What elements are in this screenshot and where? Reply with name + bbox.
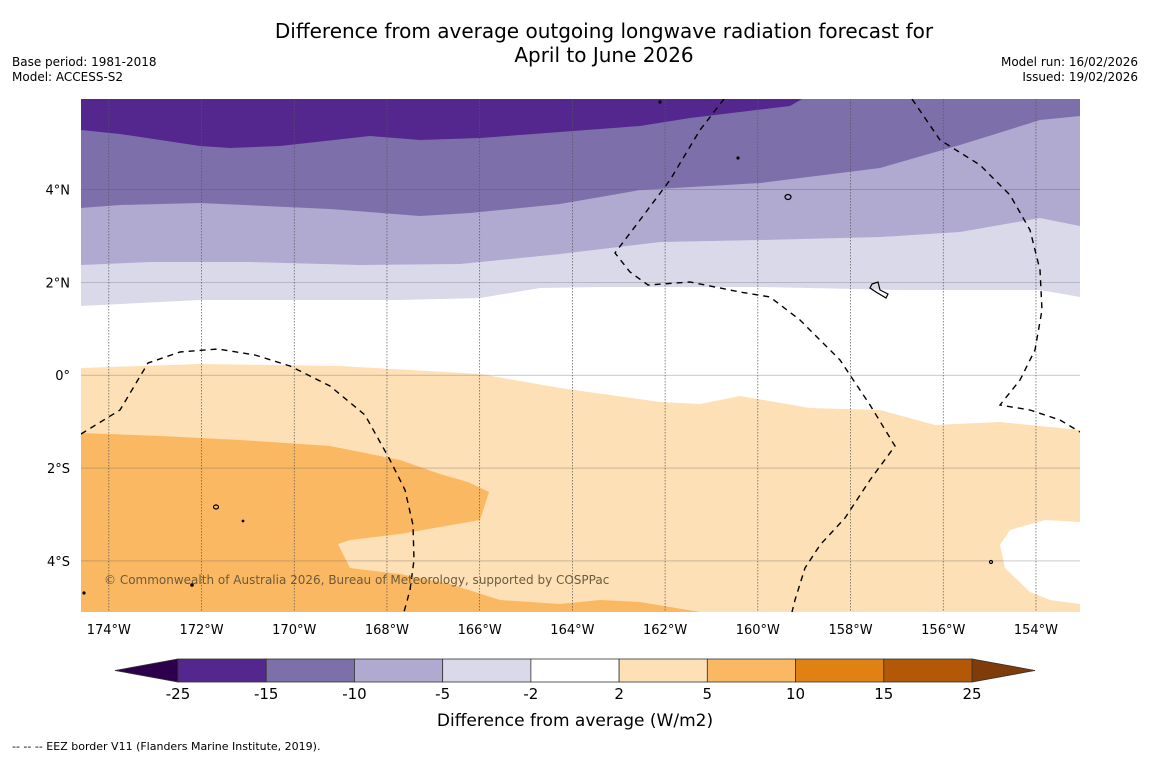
colorbar-swatch (795, 658, 885, 683)
colorbar-tick-label: 2 (614, 685, 624, 703)
colorbar-swatch (442, 658, 532, 683)
colorbar-swatch (618, 658, 708, 683)
island (784, 193, 792, 201)
colorbar-tick-label: -2 (523, 685, 538, 703)
island (212, 504, 220, 510)
eez-borders (81, 99, 1080, 612)
base-period: Base period: 1981-2018 (12, 55, 157, 69)
lon-tick-label: 166°W (458, 623, 502, 638)
lat-tick-label: 4°N (46, 184, 71, 199)
map-area: © Commonwealth of Australia 2026, Bureau… (81, 99, 1080, 612)
issued-date: Issued: 19/02/2026 (1022, 70, 1138, 84)
axis-labels: 174°W 172°W 170°W 168°W 166°W 164°W 162°W 160°W… (46, 184, 1059, 638)
eez-border-central (614, 99, 896, 612)
lon-tick-label: 170°W (272, 623, 316, 638)
region-minus25-to-minus15 (81, 99, 802, 148)
island (190, 583, 194, 587)
colorbar-tick-label: -10 (342, 685, 367, 703)
lon-tick-label: 172°W (179, 623, 223, 638)
colorbar-title: Difference from average (W/m2) (437, 711, 713, 731)
eez-footnote: -- -- -- EEZ border V11 (Flanders Marine… (12, 740, 321, 753)
colorbar-swatch (883, 658, 973, 683)
title-line-2: April to June 2026 (514, 43, 694, 67)
colorbar-tick-label: -25 (166, 685, 191, 703)
colorbar-swatch (530, 658, 620, 683)
region-neutral-east (1000, 520, 1080, 604)
colorbar-tick-label: -5 (435, 685, 450, 703)
colorbar-swatch (265, 658, 355, 683)
lon-tick-label: 164°W (550, 623, 594, 638)
colorbar-under-arrow (114, 658, 179, 683)
island (82, 591, 86, 595)
copyright-notice: © Commonwealth of Australia 2026, Bureau… (104, 573, 609, 587)
base-info: Base period: 1981-2018 Model: ACCESS-S2 (12, 55, 157, 85)
lon-tick-label: 162°W (643, 623, 687, 638)
colorbar-tick-label: 10 (786, 685, 805, 703)
lat-tick-label: 4°S (47, 555, 70, 570)
run-info: Model run: 16/02/2026 Issued: 19/02/2026 (1001, 55, 1138, 85)
lat-tick-label: 2°S (47, 462, 70, 477)
lon-tick-label: 156°W (921, 623, 965, 638)
colorbar-swatch (706, 658, 796, 683)
graticule (81, 99, 1080, 612)
eez-border-west (81, 348, 415, 612)
model-run: Model run: 16/02/2026 (1000, 55, 1138, 69)
island-kiritimati (869, 281, 889, 299)
title-line-1: Difference from average outgoing longwav… (274, 19, 934, 43)
region-5-to-10 (81, 433, 700, 612)
lat-tick-label: 2°N (46, 276, 71, 291)
colorbar-swatch (354, 658, 444, 683)
colorbar-swatch (177, 658, 267, 683)
colorbar-tick-label: 25 (962, 685, 981, 703)
lon-tick-label: 158°W (828, 623, 872, 638)
lat-tick-label: 0° (55, 369, 70, 384)
colorbar-tick-label: 5 (703, 685, 713, 703)
colorbar-tick-label: -15 (254, 685, 279, 703)
island (736, 156, 740, 160)
lon-tick-label: 168°W (365, 623, 409, 638)
islands (82, 100, 994, 595)
island (241, 519, 245, 523)
lon-tick-label: 154°W (1014, 623, 1058, 638)
island (658, 100, 662, 104)
island (988, 559, 994, 565)
colorbar-over-arrow (971, 658, 1036, 683)
lon-tick-label: 160°W (736, 623, 780, 638)
model-name: Model: ACCESS-S2 (12, 70, 124, 84)
colorbar-tick-label: 15 (874, 685, 893, 703)
map-title: Difference from average outgoing longwav… (0, 19, 1150, 67)
lon-tick-label: 174°W (87, 623, 131, 638)
eez-border-east (911, 99, 1080, 433)
